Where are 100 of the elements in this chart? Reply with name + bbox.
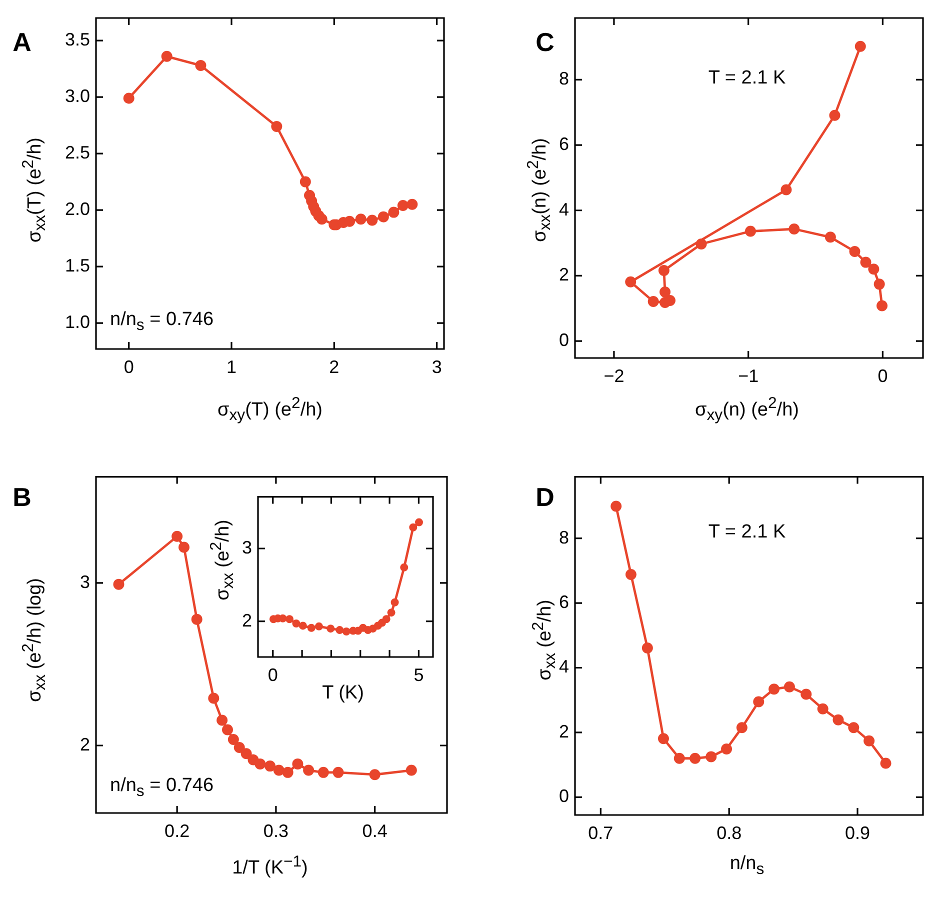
y-tick-label: 2.5 <box>64 142 90 163</box>
point <box>161 50 172 62</box>
point <box>273 764 284 776</box>
y-tick-label: 2 <box>558 721 569 742</box>
x-tick-label: 0 <box>124 356 134 377</box>
point <box>768 684 780 695</box>
point <box>271 120 282 132</box>
x-tick-label: −1 <box>738 366 759 386</box>
y-tick-label: 3 <box>80 572 90 592</box>
chart-title: D <box>536 482 554 512</box>
point <box>336 626 344 634</box>
x-axis-title: T (K) <box>322 682 364 704</box>
point <box>788 223 800 234</box>
y-tick-label: 1.5 <box>64 256 90 276</box>
x-tick-label: 0.3 <box>263 820 288 841</box>
point <box>382 615 390 624</box>
x-tick-label: 0.9 <box>844 822 870 843</box>
chart-title: C <box>536 27 554 57</box>
y-tick-label: 0 <box>558 330 569 350</box>
x-tick-label: 5 <box>414 664 424 685</box>
point <box>406 764 417 776</box>
point <box>178 542 190 553</box>
point <box>876 300 888 312</box>
point <box>409 523 418 532</box>
point <box>874 278 885 290</box>
point <box>292 620 300 628</box>
point <box>415 518 423 526</box>
point <box>342 628 350 636</box>
point <box>369 769 380 780</box>
point <box>674 752 685 764</box>
point <box>660 286 671 298</box>
point <box>610 500 622 512</box>
point <box>123 92 134 104</box>
point <box>316 214 328 225</box>
point <box>282 766 294 778</box>
point <box>326 624 335 633</box>
point <box>721 743 732 754</box>
point <box>286 615 294 624</box>
point <box>860 256 872 268</box>
x-axis-title: σ$_{xy}$(n) (e$^{2}$/h) <box>695 395 799 424</box>
point <box>222 724 233 736</box>
point <box>625 276 636 288</box>
point <box>303 764 314 776</box>
y-tick-label: 3.0 <box>64 86 90 106</box>
x-tick-label: 3 <box>432 356 442 377</box>
point <box>254 758 266 770</box>
y-tick-label: 8 <box>558 68 569 89</box>
y-tick-label: 2 <box>80 734 90 754</box>
annotation: T = 2.1 K <box>708 68 786 88</box>
point <box>390 598 399 606</box>
y-tick-label: 4 <box>558 656 569 677</box>
point <box>800 688 812 700</box>
y-tick-label: 6 <box>558 592 569 612</box>
point <box>406 198 418 210</box>
point <box>642 642 653 654</box>
point <box>706 751 717 762</box>
point <box>298 622 307 630</box>
point <box>832 714 844 726</box>
point <box>292 758 304 770</box>
x-axis-title: n/n$_{s}$ <box>730 853 764 878</box>
point <box>648 296 659 307</box>
point <box>191 614 202 625</box>
point <box>318 766 329 778</box>
y-tick-label: 2.0 <box>64 199 90 220</box>
point <box>300 176 311 188</box>
y-tick-label: 3.5 <box>64 30 90 50</box>
point <box>307 624 316 632</box>
point <box>113 578 124 590</box>
annotation: n/n$_{s}$ = 0.746 <box>110 309 214 334</box>
x-axis-title: 1/T (K$^{−1}$) <box>232 853 308 879</box>
point <box>172 530 183 542</box>
point <box>690 752 701 764</box>
x-tick-label: 2 <box>329 356 340 377</box>
y-tick-label: 6 <box>558 134 569 154</box>
point <box>400 563 408 572</box>
point <box>388 206 400 218</box>
point <box>208 692 220 704</box>
point <box>854 40 866 52</box>
point <box>625 569 636 580</box>
x-tick-label: 0 <box>878 366 888 386</box>
chart-title: B <box>12 482 32 512</box>
point <box>332 766 344 778</box>
point <box>234 742 245 754</box>
point <box>387 608 396 617</box>
point <box>696 238 707 250</box>
point <box>216 714 228 726</box>
annotation: T = 2.1 K <box>708 522 786 542</box>
point <box>864 735 875 746</box>
point <box>314 622 323 630</box>
x-tick-label: 1 <box>226 356 237 377</box>
point <box>195 60 206 71</box>
x-tick-label: 0.2 <box>164 820 190 841</box>
x-tick-label: 0.8 <box>716 822 742 843</box>
point <box>829 110 840 121</box>
point <box>228 734 239 746</box>
point <box>880 758 892 769</box>
point <box>817 703 828 714</box>
point <box>355 214 366 225</box>
point <box>264 760 276 772</box>
y-tick-label: 1.0 <box>64 312 90 332</box>
